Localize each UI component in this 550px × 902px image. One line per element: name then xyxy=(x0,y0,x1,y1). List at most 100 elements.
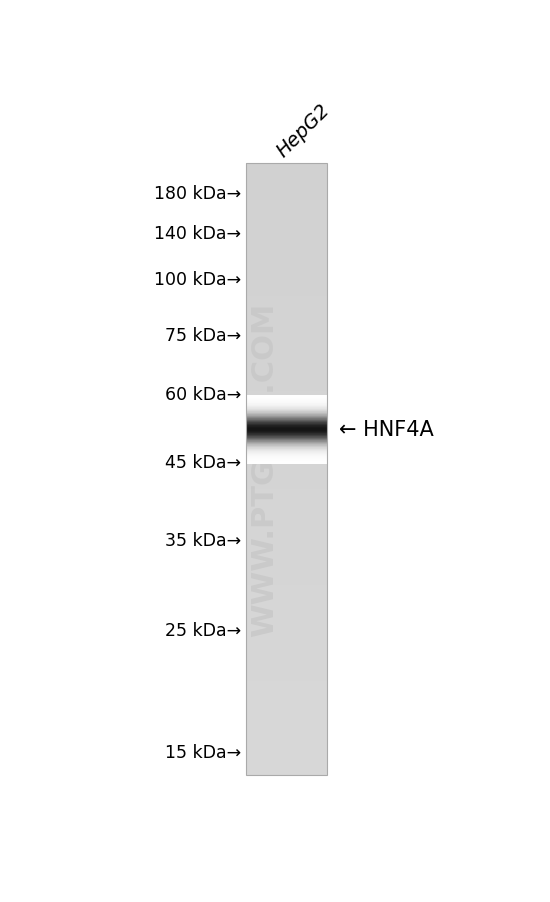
Bar xyxy=(246,219,327,221)
Bar xyxy=(246,349,327,351)
Text: 25 kDa→: 25 kDa→ xyxy=(165,621,241,640)
Bar xyxy=(246,640,327,642)
Bar xyxy=(246,496,327,498)
Bar xyxy=(246,545,327,547)
Bar xyxy=(246,649,327,650)
Bar xyxy=(246,229,327,231)
Bar xyxy=(246,211,327,213)
Bar xyxy=(246,673,327,676)
Bar xyxy=(246,373,327,376)
Bar xyxy=(246,498,327,500)
Bar xyxy=(246,359,327,362)
Bar xyxy=(246,665,327,667)
Bar xyxy=(246,543,327,545)
Bar xyxy=(246,708,327,710)
Bar xyxy=(246,216,327,219)
Bar xyxy=(246,530,327,532)
Bar xyxy=(246,647,327,649)
Bar xyxy=(246,650,327,653)
Bar xyxy=(246,559,327,561)
Bar xyxy=(246,712,327,713)
Bar xyxy=(246,483,327,485)
Bar xyxy=(246,370,327,372)
Bar xyxy=(246,704,327,705)
Bar xyxy=(246,164,327,775)
Bar xyxy=(246,622,327,624)
Bar xyxy=(246,286,327,288)
Bar xyxy=(246,645,327,647)
Bar xyxy=(246,292,327,294)
Bar xyxy=(246,367,327,370)
Bar xyxy=(246,695,327,697)
Bar xyxy=(246,657,327,658)
Bar xyxy=(246,579,327,582)
Bar xyxy=(246,494,327,496)
Bar xyxy=(246,270,327,272)
Bar xyxy=(246,461,327,464)
Bar xyxy=(246,769,327,771)
Bar xyxy=(246,514,327,516)
Bar xyxy=(246,325,327,327)
Bar xyxy=(246,213,327,215)
Bar xyxy=(246,341,327,343)
Bar xyxy=(246,603,327,606)
Bar xyxy=(246,323,327,325)
Bar xyxy=(246,726,327,728)
Bar xyxy=(246,771,327,773)
Bar xyxy=(246,223,327,225)
Bar xyxy=(246,299,327,300)
Bar xyxy=(246,574,327,575)
Bar xyxy=(246,272,327,274)
Bar xyxy=(246,571,327,574)
Bar xyxy=(246,244,327,245)
Bar xyxy=(246,667,327,669)
Bar xyxy=(246,164,327,166)
Bar xyxy=(246,189,327,190)
Bar xyxy=(246,677,327,679)
Bar xyxy=(246,676,327,677)
Bar xyxy=(246,425,327,427)
Bar xyxy=(246,362,327,364)
Bar xyxy=(246,519,327,520)
Bar xyxy=(246,692,327,694)
Bar xyxy=(246,585,327,587)
Bar xyxy=(246,687,327,689)
Bar xyxy=(246,511,327,512)
Bar xyxy=(246,227,327,229)
Bar xyxy=(246,739,327,741)
Bar xyxy=(246,522,327,524)
Bar xyxy=(246,308,327,310)
Bar xyxy=(246,205,327,207)
Bar xyxy=(246,247,327,249)
Bar xyxy=(246,720,327,722)
Bar xyxy=(246,679,327,681)
Bar xyxy=(246,390,327,392)
Bar xyxy=(246,335,327,337)
Bar xyxy=(246,422,327,425)
Bar xyxy=(246,351,327,354)
Bar xyxy=(246,595,327,598)
Bar xyxy=(246,339,327,341)
Bar xyxy=(246,608,327,610)
Bar xyxy=(246,164,327,775)
Bar xyxy=(246,382,327,384)
Bar xyxy=(246,182,327,184)
Bar xyxy=(246,653,327,655)
Bar xyxy=(246,642,327,645)
Bar xyxy=(246,290,327,292)
Bar xyxy=(246,759,327,760)
Bar xyxy=(246,237,327,239)
Bar xyxy=(246,548,327,551)
Bar xyxy=(246,294,327,296)
Bar xyxy=(246,420,327,422)
Bar xyxy=(246,241,327,244)
Bar xyxy=(246,376,327,378)
Bar xyxy=(246,253,327,255)
Bar xyxy=(246,276,327,278)
Bar xyxy=(246,343,327,345)
Text: 100 kDa→: 100 kDa→ xyxy=(154,271,241,289)
Bar xyxy=(246,731,327,732)
Text: 75 kDa→: 75 kDa→ xyxy=(165,327,241,345)
Bar xyxy=(246,529,327,530)
Bar xyxy=(246,590,327,592)
